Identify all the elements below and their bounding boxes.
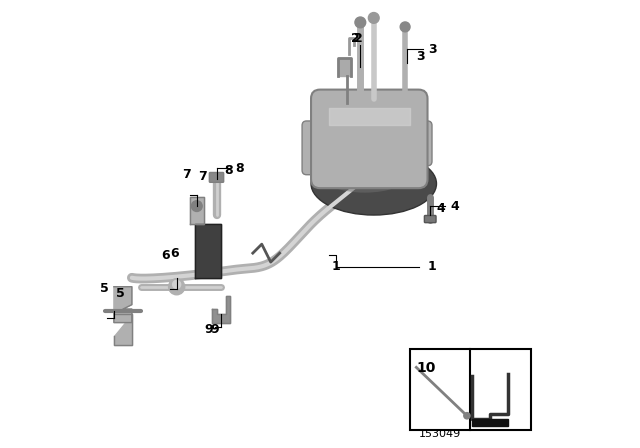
Text: 5: 5 [116,287,125,300]
Text: 1: 1 [332,260,340,273]
Polygon shape [190,197,204,224]
Text: 7: 7 [182,168,191,181]
Text: 4: 4 [451,199,460,213]
Text: 3: 3 [417,49,425,63]
Text: 1: 1 [428,260,436,273]
Polygon shape [114,287,132,323]
Text: 7: 7 [198,170,207,184]
FancyBboxPatch shape [396,121,432,166]
Text: 9: 9 [211,323,219,336]
FancyBboxPatch shape [424,215,436,223]
Circle shape [191,201,202,211]
Circle shape [355,17,365,28]
Polygon shape [338,58,351,76]
Text: 8: 8 [224,164,232,177]
Polygon shape [195,224,221,278]
Text: 2: 2 [351,31,359,45]
Text: 9: 9 [205,323,213,336]
Circle shape [168,279,185,295]
Polygon shape [114,314,132,345]
Text: 4: 4 [436,202,445,215]
Text: 8: 8 [235,161,243,175]
Text: 5: 5 [100,282,108,296]
Circle shape [464,413,470,419]
Circle shape [400,22,410,32]
Bar [410,349,531,430]
Circle shape [369,13,379,23]
FancyBboxPatch shape [311,90,428,188]
FancyBboxPatch shape [209,172,224,182]
Ellipse shape [311,152,436,215]
FancyBboxPatch shape [302,121,342,175]
Polygon shape [212,296,230,323]
Polygon shape [472,419,508,426]
Text: 10: 10 [417,361,436,375]
Text: 6: 6 [161,249,170,262]
Text: 153049: 153049 [419,429,461,439]
Circle shape [173,280,180,289]
Text: 6: 6 [170,246,179,260]
Ellipse shape [320,157,410,193]
Text: 2: 2 [354,31,362,45]
Text: 3: 3 [428,43,437,56]
